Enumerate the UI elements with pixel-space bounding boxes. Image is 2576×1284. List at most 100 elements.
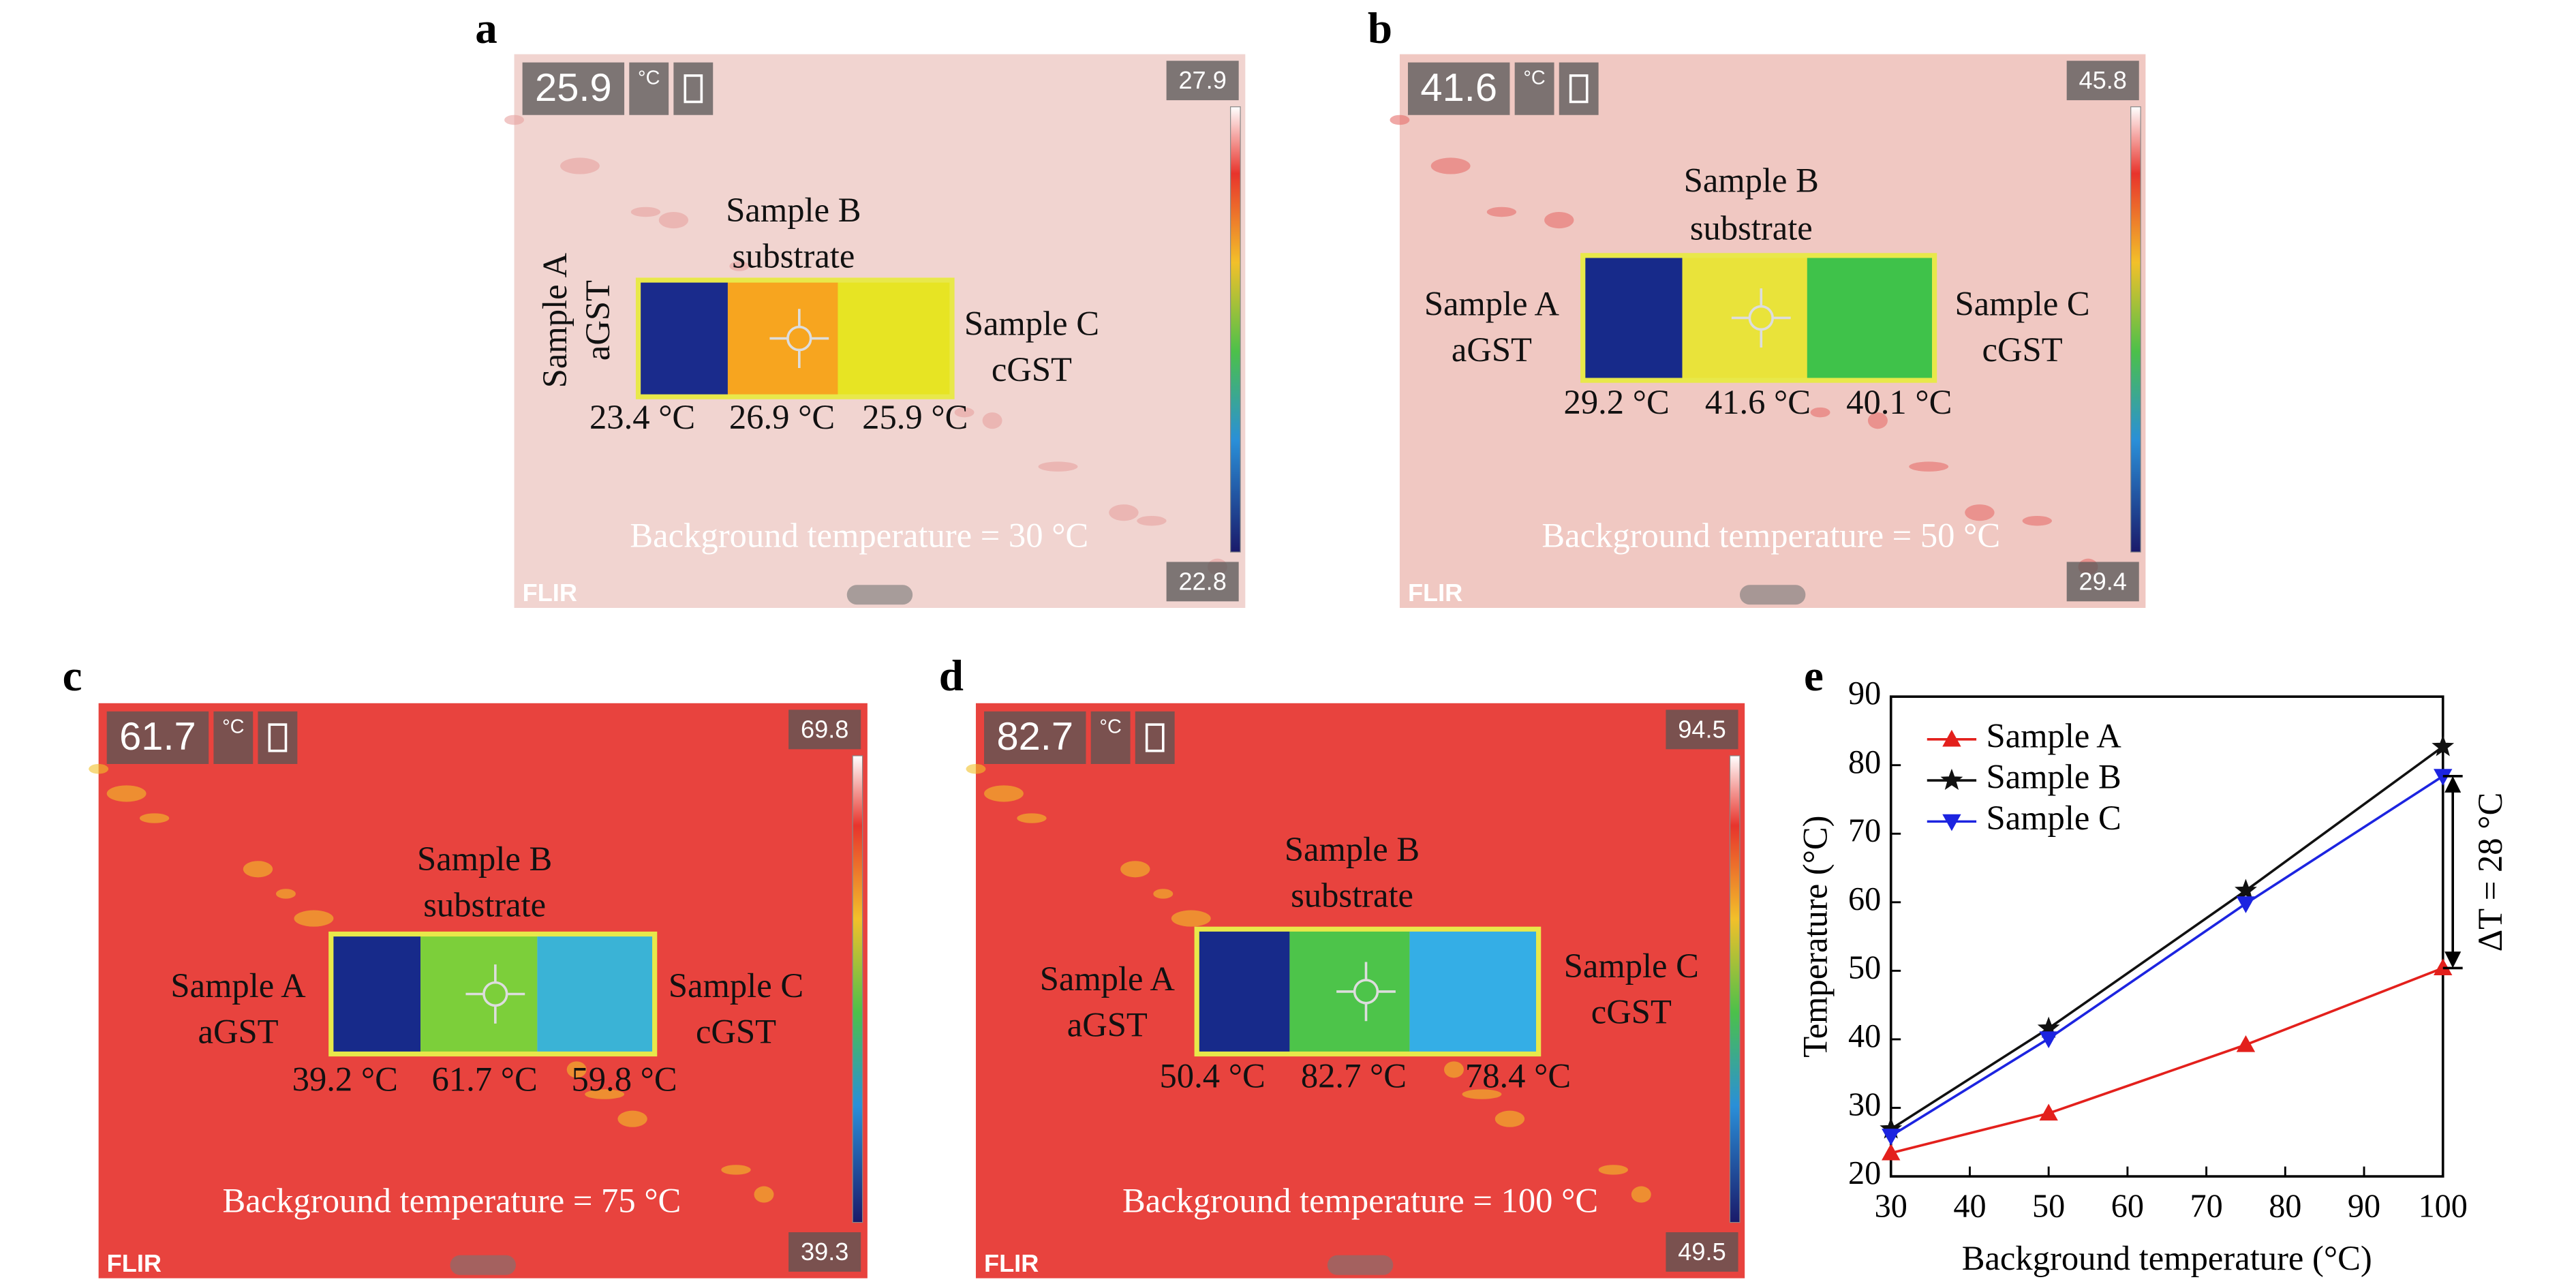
scale-min: 22.8 <box>1178 567 1226 595</box>
marker <box>1882 1129 1901 1146</box>
battery-icon <box>268 723 288 752</box>
sample-name: Sample B <box>417 840 552 878</box>
x-tick-label: 60 <box>2111 1188 2144 1224</box>
marker <box>1882 1143 1901 1161</box>
color-scale <box>1230 106 1241 553</box>
series-line <box>1890 746 2444 1131</box>
hot-spot <box>276 889 296 899</box>
scale-max-box <box>2066 61 2139 101</box>
unit: °C <box>1523 67 1545 89</box>
hot-spot <box>954 407 975 418</box>
legend-label: Sample C <box>1987 799 2121 837</box>
x-axis-label: Background temperature (°C) <box>1962 1239 2372 1277</box>
sample-region <box>1409 931 1537 1052</box>
page-dots <box>846 585 913 605</box>
x-tick-label: 40 <box>1953 1188 1986 1224</box>
panel-letter: d <box>939 652 964 701</box>
x-tick-label: 90 <box>2348 1188 2380 1224</box>
unit: °C <box>222 716 244 738</box>
sample-material: cGST <box>992 350 1072 388</box>
sample-material: aGST <box>198 1012 279 1050</box>
scale-max-box <box>788 709 861 750</box>
hot-spot <box>1810 407 1830 418</box>
unit-box <box>629 62 669 115</box>
scale-max: 69.8 <box>801 715 848 743</box>
color-scale <box>1729 755 1741 1223</box>
hot-spot <box>630 207 661 217</box>
y-tick-label: 50 <box>1848 949 1881 985</box>
hot-spot <box>1544 211 1574 229</box>
hot-spot <box>1430 157 1471 174</box>
scale-min-box <box>2066 562 2139 602</box>
unit-box <box>1514 62 1554 115</box>
unit-box <box>1090 711 1131 764</box>
y-tick-label: 60 <box>1848 881 1881 917</box>
series-line <box>1890 966 2444 1155</box>
sample-name: Sample A <box>1040 960 1176 998</box>
sample-temperature: 40.1 °C <box>1846 383 1952 421</box>
sample-material: cGST <box>696 1012 776 1050</box>
scale-min: 49.5 <box>1678 1238 1726 1266</box>
sample-name: Sample B <box>1285 830 1420 868</box>
sample-region <box>1585 258 1683 378</box>
sample-material: aGST <box>579 280 617 361</box>
sample-material: substrate <box>1291 876 1413 914</box>
reading: 61.7 <box>119 715 196 759</box>
unit: °C <box>638 67 660 89</box>
panel-letter: a <box>475 4 497 53</box>
hot-spot <box>1120 861 1150 878</box>
scale-min: 29.4 <box>2079 567 2127 595</box>
x-tick-label: 100 <box>2419 1188 2468 1224</box>
battery-icon <box>684 74 703 104</box>
battery-icon <box>1145 723 1165 752</box>
reading-box <box>984 711 1086 764</box>
crosshair <box>769 309 829 369</box>
marker <box>2236 1035 2256 1052</box>
sample-region <box>641 282 728 395</box>
sample-temperature: 50.4 °C <box>1159 1056 1265 1095</box>
hot-spot <box>617 1110 647 1127</box>
sample-temperature: 82.7 °C <box>1301 1056 1407 1095</box>
sample-name: Sample A <box>170 966 306 1005</box>
thermal-panel: 82.7 °C 94.5 49.5 FLIR d Sample A aGST 50.4 °C Sa… <box>939 652 1745 1279</box>
sample-temperature: 25.9 °C <box>862 398 968 436</box>
background-label: Background temperature = 30 °C <box>630 516 1088 554</box>
hot-spot <box>566 1061 587 1078</box>
battery-box <box>1135 711 1175 764</box>
chart: e30 40 50 60 70 80 90 1002030405060708090Backgr… <box>1796 652 2509 1277</box>
y-tick-label: 30 <box>1848 1087 1881 1123</box>
reading-box <box>106 711 209 764</box>
scale-max-box <box>1666 709 1738 750</box>
sample-temperature: 41.6 °C <box>1705 383 1811 421</box>
series-line <box>1890 775 2444 1137</box>
reading: 41.6 <box>1420 66 1497 110</box>
sample-name: Sample A <box>536 253 574 388</box>
sample-material: substrate <box>423 886 546 924</box>
sample-name: Sample B <box>1684 162 1819 200</box>
marker <box>2236 896 2256 913</box>
y-tick-label: 80 <box>1848 744 1881 780</box>
color-scale <box>852 755 863 1223</box>
page-dots <box>1739 585 1806 605</box>
page-dots <box>1327 1255 1394 1275</box>
y-tick-label: 70 <box>1848 812 1881 849</box>
panel-letter: b <box>1368 4 1392 53</box>
hot-spot <box>982 412 1002 429</box>
hot-spot <box>585 1089 625 1099</box>
hot-spot <box>721 1165 751 1175</box>
x-tick-label: 70 <box>2190 1188 2222 1224</box>
logo: FLIR <box>107 1249 162 1277</box>
hot-spot <box>1965 504 1995 521</box>
hot-spot <box>89 763 109 774</box>
hot-spot <box>1017 813 1047 823</box>
hot-spot <box>1598 1165 1629 1175</box>
hot-spot <box>1867 412 1888 429</box>
background-label: Background temperature = 50 °C <box>1542 516 2000 554</box>
plot-frame <box>1889 695 2444 1178</box>
sample-name: Sample C <box>1564 947 1699 985</box>
reading-box <box>1407 62 1510 115</box>
hot-spot <box>1390 114 1410 125</box>
hot-spot <box>1462 1089 1502 1099</box>
